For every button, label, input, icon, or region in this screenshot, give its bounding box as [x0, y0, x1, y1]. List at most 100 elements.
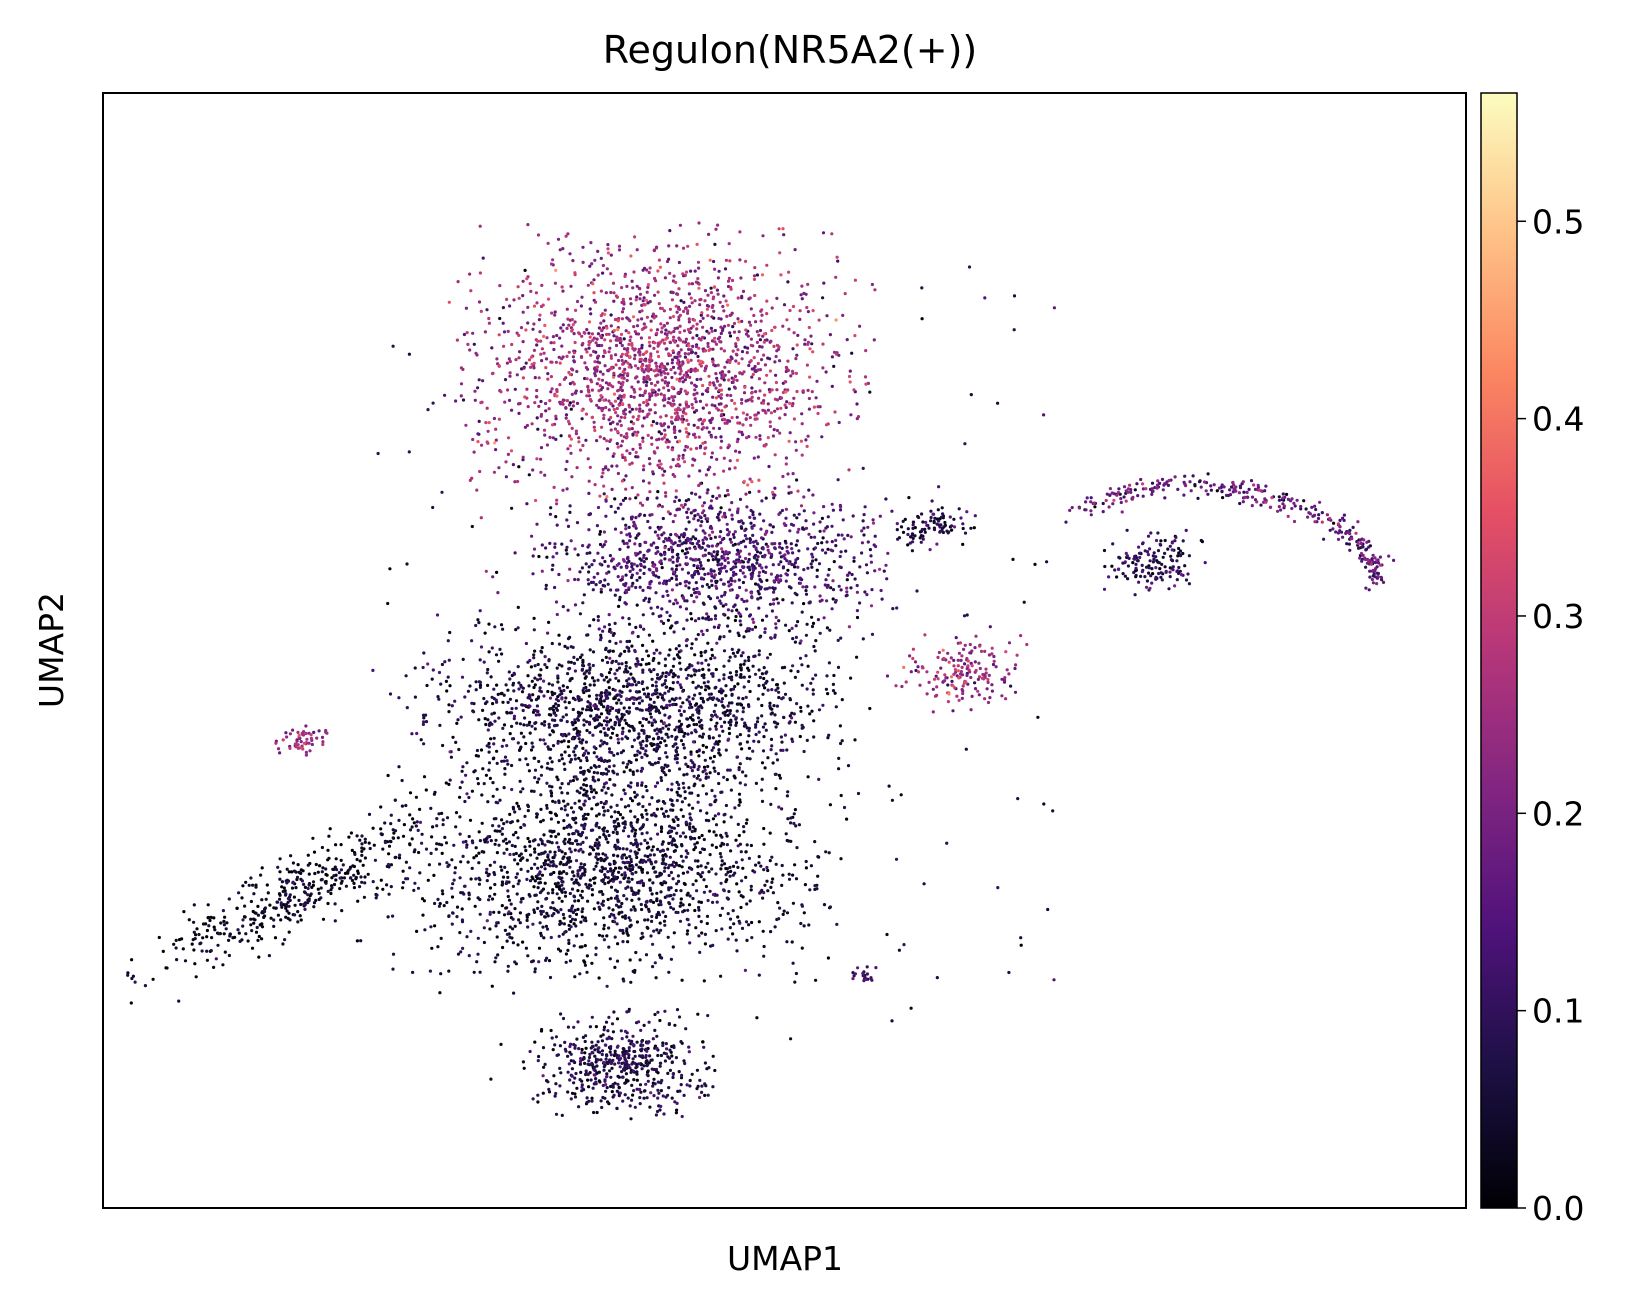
scatter-point [707, 819, 711, 823]
scatter-point [592, 770, 596, 775]
scatter-point [649, 715, 653, 719]
scatter-point [571, 810, 576, 814]
scatter-point [573, 1044, 577, 1048]
scatter-point [448, 778, 452, 782]
scatter-point [719, 844, 723, 848]
scatter-point [861, 637, 865, 641]
scatter-point [611, 1084, 615, 1088]
scatter-point [800, 610, 804, 614]
scatter-point [506, 700, 510, 705]
scatter-point [461, 398, 466, 402]
scatter-point [729, 720, 733, 724]
scatter-point [441, 823, 445, 827]
scatter-point [686, 732, 690, 736]
scatter-point [629, 809, 633, 813]
scatter-point [745, 740, 750, 744]
scatter-point [651, 683, 655, 688]
scatter-point [640, 681, 644, 686]
scatter-point [758, 338, 763, 342]
scatter-point [1174, 535, 1178, 540]
scatter-point [523, 814, 527, 819]
scatter-point [447, 969, 451, 973]
scatter-point [508, 677, 512, 681]
scatter-point [483, 717, 487, 721]
scatter-point [440, 851, 444, 856]
scatter-point [339, 881, 343, 885]
scatter-point [595, 718, 600, 722]
scatter-point [662, 770, 666, 775]
scatter-point [502, 738, 506, 742]
scatter-point [617, 708, 621, 712]
scatter-point [683, 790, 687, 794]
scatter-point [205, 935, 209, 939]
scatter-point [644, 662, 649, 666]
scatter-point [709, 718, 713, 722]
scatter-point [587, 797, 591, 801]
scatter-point [1133, 593, 1137, 597]
scatter-point [584, 777, 588, 781]
scatter-point [280, 885, 284, 889]
scatter-point [306, 853, 310, 857]
scatter-point [697, 572, 701, 576]
scatter-point [551, 799, 555, 803]
scatter-point [768, 704, 772, 708]
scatter-point [713, 535, 718, 539]
scatter-point [574, 1071, 578, 1076]
scatter-point [547, 682, 551, 686]
scatter-point [786, 280, 790, 284]
scatter-point [789, 669, 793, 673]
scatter-point [613, 935, 617, 939]
scatter-point [707, 829, 712, 833]
scatter-point [793, 640, 798, 644]
scatter-point [648, 668, 652, 672]
scatter-point [484, 722, 488, 727]
scatter-point [622, 770, 626, 774]
scatter-point [583, 676, 587, 680]
scatter-point [935, 522, 939, 526]
scatter-point [635, 1072, 639, 1076]
scatter-point [476, 754, 480, 758]
scatter-point [587, 769, 591, 774]
scatter-point [692, 563, 696, 568]
scatter-point [629, 785, 633, 789]
scatter-point [566, 824, 570, 829]
scatter-point [341, 863, 345, 867]
scatter-point [672, 602, 676, 606]
scatter-point [762, 735, 766, 739]
scatter-point [618, 689, 622, 693]
scatter-point [448, 630, 452, 635]
scatter-point [804, 859, 808, 864]
scatter-point [206, 916, 210, 920]
scatter-point [334, 857, 338, 861]
scatter-point [434, 847, 438, 851]
scatter-point [201, 936, 205, 940]
scatter-point [663, 557, 667, 561]
scatter-point [421, 913, 425, 917]
scatter-point [814, 639, 818, 643]
scatter-point [635, 845, 639, 849]
scatter-point [787, 877, 792, 881]
scatter-point [794, 543, 798, 547]
scatter-point [606, 897, 610, 902]
scatter-point [648, 1105, 652, 1109]
scatter-point [726, 912, 730, 916]
scatter-point [193, 962, 197, 966]
scatter-point [679, 685, 683, 690]
scatter-point [560, 542, 564, 546]
scatter-point [833, 691, 837, 695]
scatter-point [594, 855, 598, 859]
scatter-point [562, 916, 566, 920]
scatter-point [408, 843, 412, 847]
scatter-point [503, 755, 508, 759]
scatter-point [570, 906, 574, 910]
scatter-point [260, 866, 264, 870]
scatter-point [654, 1113, 659, 1117]
scatter-point [610, 1090, 614, 1094]
scatter-point [615, 733, 619, 738]
scatter-point [596, 778, 601, 782]
scatter-point [389, 813, 393, 817]
scatter-point [599, 756, 603, 760]
scatter-point [839, 588, 843, 592]
scatter-point [703, 688, 708, 692]
scatter-point [612, 753, 616, 757]
